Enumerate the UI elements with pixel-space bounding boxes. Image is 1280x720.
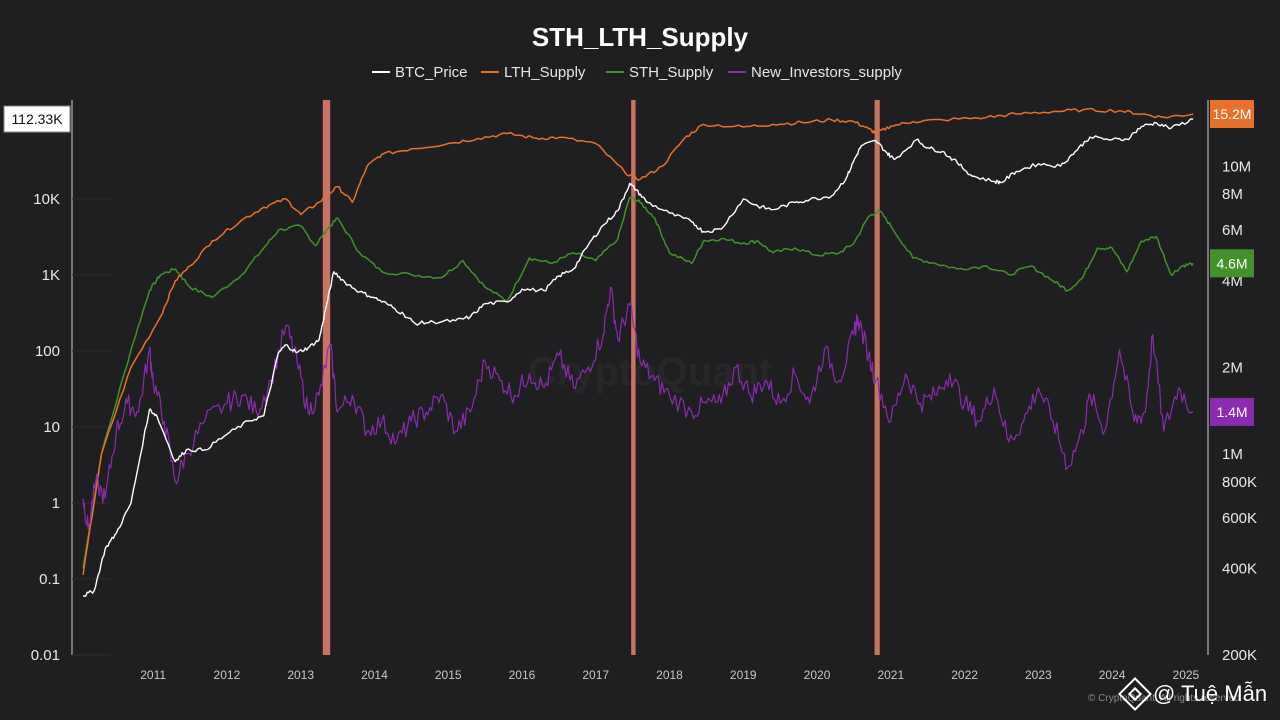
value-badge-label: 4.6M bbox=[1216, 255, 1247, 271]
left-tick-label: 1 bbox=[52, 495, 60, 512]
chart-title: STH_LTH_Supply bbox=[532, 22, 749, 52]
legend-entry: LTH_Supply bbox=[504, 64, 586, 81]
x-tick-label: 2013 bbox=[287, 668, 314, 682]
left-tick-label: 10 bbox=[43, 419, 60, 436]
highlight-band-1 bbox=[631, 100, 636, 655]
x-tick-label: 2019 bbox=[730, 668, 757, 682]
highlight-band-0 bbox=[322, 100, 331, 655]
right-tick-label: 600K bbox=[1222, 510, 1257, 527]
x-tick-label: 2023 bbox=[1025, 668, 1052, 682]
series-line-sth-supply bbox=[82, 196, 1194, 569]
left-tick-label: 10K bbox=[33, 191, 60, 208]
x-tick-label: 2011 bbox=[140, 668, 166, 682]
legend-entry: STH_Supply bbox=[629, 64, 714, 81]
left-tick-label: 1K bbox=[42, 267, 60, 284]
right-tick-label: 8M bbox=[1222, 186, 1243, 203]
legend-entry: New_Investors_supply bbox=[751, 64, 902, 81]
left-tick-label: 0.01 bbox=[31, 647, 60, 664]
x-tick-label: 2015 bbox=[435, 668, 462, 682]
x-tick-label: 2016 bbox=[509, 668, 536, 682]
price-badge bbox=[3, 105, 71, 133]
value-badges: 112.33K 15.2M 4.6M 1.4M bbox=[3, 99, 1254, 426]
binance-logo-icon bbox=[1118, 677, 1152, 711]
value-badge bbox=[1210, 99, 1254, 128]
left-tick-label: 100 bbox=[35, 343, 60, 360]
right-tick-label: 6M bbox=[1222, 222, 1243, 239]
series-line-lth-supply bbox=[82, 107, 1194, 575]
series-line-btc-price bbox=[82, 118, 1194, 597]
x-tick-label: 2024 bbox=[1099, 668, 1126, 682]
legend: BTC_Price LTH_Supply STH_Supply New_Investo… bbox=[372, 64, 902, 81]
right-tick-label: 400K bbox=[1222, 560, 1257, 577]
copyright-credit: © CryptoQuant. All rights reserved bbox=[1088, 693, 1240, 704]
x-tick-label: 2017 bbox=[582, 668, 609, 682]
value-badge-label: 15.2M bbox=[1213, 106, 1252, 122]
x-tick-label: 2012 bbox=[214, 668, 241, 682]
right-tick-label: 2M bbox=[1222, 359, 1243, 376]
value-badge-label: 1.4M bbox=[1216, 404, 1247, 420]
series-line-new-investors-supply bbox=[82, 286, 1194, 530]
axes: 0.010.11101001K10K200K400K600K800K1M2M4M… bbox=[31, 100, 1257, 682]
x-tick-label: 2025 bbox=[1173, 668, 1200, 682]
x-tick-label: 2014 bbox=[361, 668, 388, 682]
right-tick-label: 10M bbox=[1222, 158, 1251, 175]
right-tick-label: 200K bbox=[1222, 647, 1257, 664]
price-badge-label: 112.33K bbox=[11, 111, 63, 127]
series-layer bbox=[82, 107, 1194, 597]
right-tick-label: 1M bbox=[1222, 446, 1243, 463]
left-tick-label: 0.1 bbox=[39, 571, 60, 588]
right-tick-label: 800K bbox=[1222, 474, 1257, 491]
legend-entry: BTC_Price bbox=[395, 64, 468, 81]
background-watermark: CryptoQuant bbox=[528, 350, 772, 394]
x-tick-label: 2021 bbox=[877, 668, 904, 682]
x-tick-label: 2020 bbox=[804, 668, 831, 682]
value-badge bbox=[1210, 397, 1254, 426]
x-tick-label: 2022 bbox=[951, 668, 978, 682]
author-signature: @ Tuệ Mẫn bbox=[1153, 681, 1267, 706]
x-tick-label: 2018 bbox=[656, 668, 683, 682]
value-badge bbox=[1210, 249, 1254, 278]
